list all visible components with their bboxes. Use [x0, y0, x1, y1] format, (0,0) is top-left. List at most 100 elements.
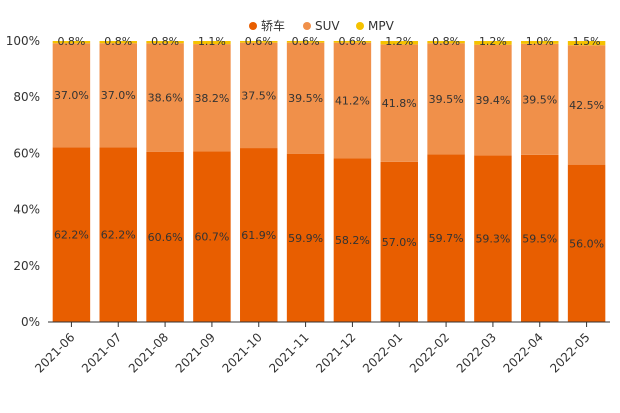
- legend-item[interactable]: MPV: [356, 19, 395, 33]
- data-label: 38.2%: [194, 92, 229, 105]
- bar-segment[interactable]: [380, 44, 418, 162]
- data-label: 0.6%: [292, 35, 320, 48]
- data-label: 59.3%: [475, 233, 510, 246]
- bar-segment[interactable]: [286, 153, 325, 322]
- bar-segment[interactable]: [52, 147, 91, 322]
- x-tick-label: 2021-07: [79, 330, 124, 375]
- bar-group: [240, 41, 278, 322]
- data-label: 56.0%: [569, 237, 604, 250]
- bar-segment[interactable]: [240, 148, 278, 322]
- bar-segment[interactable]: [99, 43, 137, 148]
- data-label: 37.5%: [241, 89, 276, 102]
- bar-segment[interactable]: [146, 43, 184, 152]
- data-label: 42.5%: [569, 99, 604, 112]
- x-tick-label: 2021-10: [220, 330, 265, 375]
- bar-group: [333, 41, 372, 322]
- y-tick-label: 80%: [13, 90, 40, 104]
- bars: 62.2% 37.0% 0.8% 62.2% 37.0% 0.8% 60.6% 38.6% 0.…: [52, 35, 606, 322]
- bar-segment[interactable]: [427, 43, 465, 155]
- bar-group: [99, 41, 137, 322]
- legend-swatch: [249, 22, 257, 30]
- bar-segment[interactable]: [474, 155, 512, 322]
- y-tick-label: 20%: [13, 259, 40, 273]
- data-label: 1.0%: [526, 35, 554, 48]
- y-tick-label: 40%: [13, 203, 40, 217]
- data-label: 0.8%: [57, 35, 85, 48]
- bar-segment[interactable]: [146, 41, 184, 44]
- bar-segment[interactable]: [380, 161, 418, 322]
- bar-segment[interactable]: [521, 154, 559, 322]
- data-label: 1.1%: [198, 35, 226, 48]
- bar-group: [146, 41, 184, 322]
- bar-group: [427, 41, 465, 322]
- y-tick-label: 0%: [21, 315, 40, 329]
- bar-segment[interactable]: [521, 41, 559, 44]
- data-label: 1.2%: [479, 35, 507, 48]
- bar-segment[interactable]: [52, 41, 91, 44]
- data-label: 0.6%: [245, 35, 273, 48]
- x-tick-label: 2021-06: [32, 330, 77, 375]
- bar-segment[interactable]: [333, 41, 372, 43]
- bar-segment[interactable]: [240, 42, 278, 149]
- bar-segment[interactable]: [286, 42, 325, 154]
- bar-segment[interactable]: [380, 41, 418, 45]
- legend-item[interactable]: 轿车: [249, 18, 285, 33]
- data-label: 61.9%: [241, 229, 276, 242]
- bar-segment[interactable]: [427, 154, 465, 322]
- legend-swatch: [356, 22, 364, 30]
- data-label: 60.7%: [194, 231, 229, 244]
- data-label: 39.5%: [429, 93, 464, 106]
- data-label: 39.4%: [475, 94, 510, 107]
- bar-group: [567, 41, 606, 322]
- bar-segment[interactable]: [474, 44, 512, 156]
- data-label: 62.2%: [54, 229, 89, 242]
- bar-segment[interactable]: [240, 41, 278, 43]
- bar-group: [193, 41, 231, 322]
- bar-segment[interactable]: [521, 43, 559, 155]
- bar-segment[interactable]: [474, 41, 512, 45]
- x-tick-label: 2021-09: [173, 330, 218, 375]
- bar-group: [474, 41, 512, 322]
- data-label: 41.8%: [382, 97, 417, 110]
- data-label: 0.8%: [151, 35, 179, 48]
- bar-segment[interactable]: [333, 158, 372, 322]
- bar-segment[interactable]: [193, 41, 231, 45]
- bar-segment[interactable]: [333, 42, 372, 159]
- bar-segment[interactable]: [567, 45, 606, 165]
- x-tick-label: 2022-01: [360, 330, 405, 375]
- x-tick-label: 2022-04: [501, 330, 546, 375]
- bar-group: [380, 41, 418, 322]
- data-label: 0.8%: [104, 35, 132, 48]
- data-label: 41.2%: [335, 95, 370, 108]
- bar-segment[interactable]: [193, 44, 231, 152]
- y-axis: 0% 20% 40% 60% 80% 100%: [6, 34, 40, 329]
- legend-item[interactable]: SUV: [303, 19, 340, 33]
- data-label: 62.2%: [101, 229, 136, 242]
- y-tick-label: 60%: [13, 146, 40, 160]
- data-label: 1.5%: [573, 35, 601, 48]
- bar-segment[interactable]: [52, 43, 91, 148]
- data-label: 59.5%: [522, 232, 557, 245]
- data-label: 39.5%: [288, 92, 323, 105]
- bar-segment[interactable]: [286, 41, 325, 43]
- bar-segment[interactable]: [193, 151, 231, 322]
- bar-segment[interactable]: [146, 151, 184, 322]
- y-tick-label: 100%: [6, 34, 40, 48]
- bar-segment[interactable]: [567, 41, 606, 46]
- bar-segment[interactable]: [99, 41, 137, 44]
- data-label: 0.8%: [432, 35, 460, 48]
- data-label: 0.6%: [338, 35, 366, 48]
- data-label: 57.0%: [382, 236, 417, 249]
- x-tick-label: 2022-03: [454, 330, 499, 375]
- bar-segment[interactable]: [99, 147, 137, 322]
- data-label: 58.2%: [335, 234, 370, 247]
- bar-segment[interactable]: [427, 41, 465, 44]
- legend: 轿车 SUV MPV: [249, 18, 395, 33]
- data-label: 1.2%: [385, 35, 413, 48]
- legend-label: SUV: [315, 19, 340, 33]
- bar-segment[interactable]: [567, 164, 606, 322]
- data-label: 59.9%: [288, 232, 323, 245]
- legend-swatch: [303, 22, 311, 30]
- bar-group: [52, 41, 91, 322]
